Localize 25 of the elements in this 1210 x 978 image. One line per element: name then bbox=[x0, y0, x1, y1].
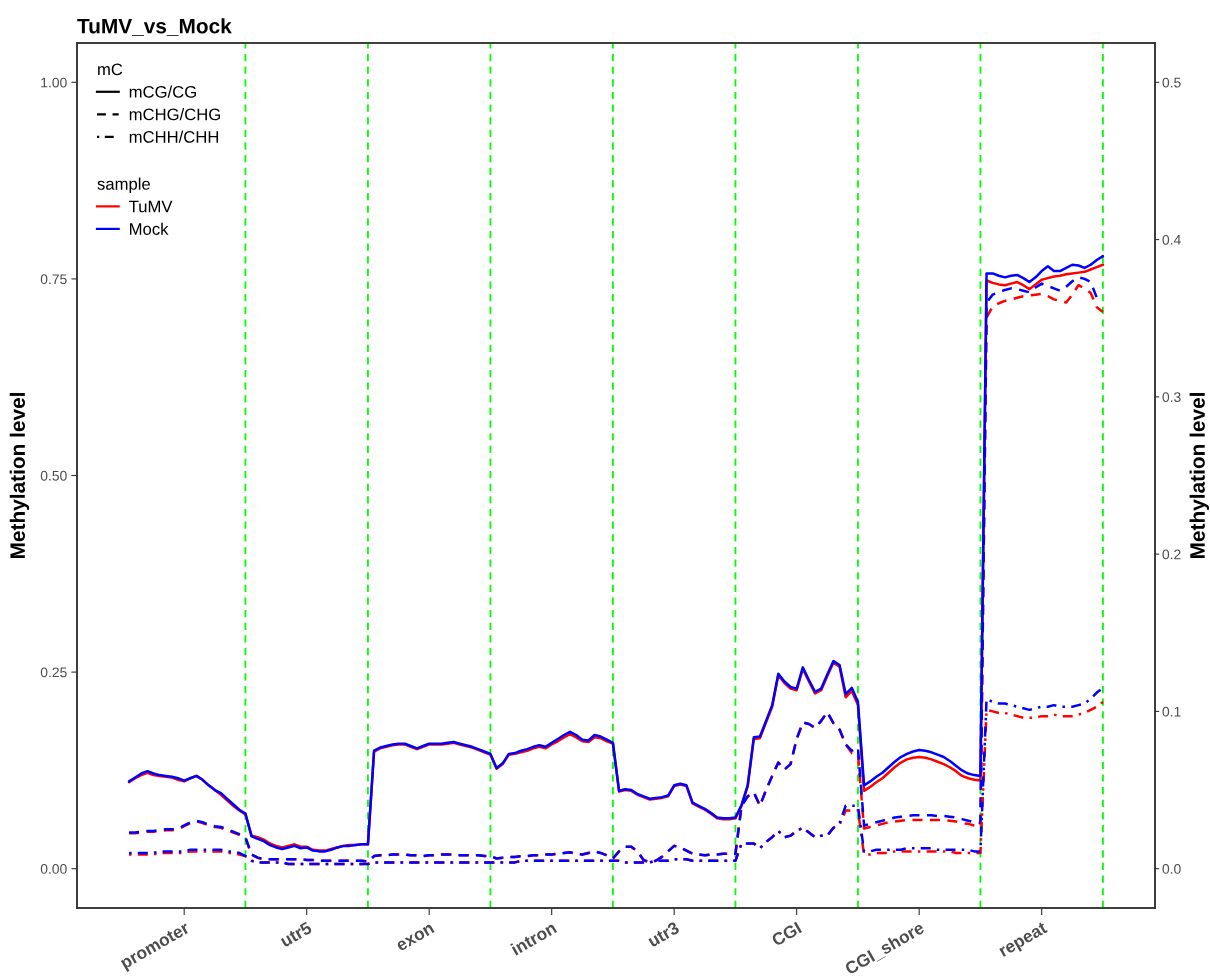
annotation: mCG/CG bbox=[129, 85, 196, 98]
text: mC bbox=[98, 63, 123, 76]
annotation: mCHG/CHG bbox=[129, 108, 221, 121]
annotation: mCHH/CHH bbox=[129, 130, 219, 143]
text: sample bbox=[97, 177, 150, 194]
legend-label: Mock bbox=[130, 222, 169, 235]
y-tick-label: 0.50 bbox=[40, 470, 67, 481]
chart-title: TuMV_vs_Mock bbox=[77, 18, 232, 36]
y2-tick-label: 0.5 bbox=[1162, 77, 1181, 88]
y2-axis-title: Methylation level bbox=[1189, 393, 1209, 559]
y-tick-label: 0.25 bbox=[40, 667, 67, 678]
x-tick-label: CGI bbox=[770, 921, 803, 947]
x-tick-label: utr3 bbox=[646, 921, 681, 948]
y-tick-label: 0.75 bbox=[40, 274, 67, 285]
y-tick-label: 1.00 bbox=[41, 77, 67, 88]
legend-label: TuMV bbox=[129, 200, 173, 213]
y-axis-title: Methylation level bbox=[9, 393, 30, 559]
y-tick-label: 0.00 bbox=[40, 864, 67, 874]
y2-tick-label: 0.3 bbox=[1162, 392, 1181, 403]
y2-tick-label: 0.1 bbox=[1162, 706, 1181, 717]
y2-tick-label: 0.4 bbox=[1162, 234, 1181, 245]
y2-tick-label: 0.2 bbox=[1162, 549, 1181, 560]
x-tick-label: utr5 bbox=[279, 921, 313, 948]
x-tick-label: exon bbox=[396, 923, 435, 952]
y2-tick-label: 0.0 bbox=[1162, 864, 1181, 874]
